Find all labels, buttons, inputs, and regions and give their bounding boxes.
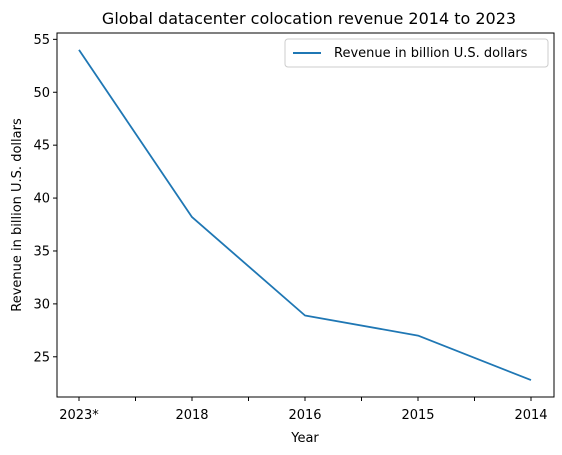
x-tick-label: 2023* <box>59 408 99 423</box>
x-tick-label: 2015 <box>401 408 434 423</box>
y-tick-label: 45 <box>33 139 50 154</box>
legend-label: Revenue in billion U.S. dollars <box>334 46 528 61</box>
legend: Revenue in billion U.S. dollars <box>284 38 549 68</box>
series-layer <box>78 49 532 381</box>
plot-area <box>56 32 555 398</box>
y-tick-label: 55 <box>33 33 50 48</box>
x-tick-label: 2016 <box>288 408 321 423</box>
x-axis-label: Year <box>290 431 319 446</box>
y-tick-label: 25 <box>33 350 50 365</box>
y-tick-label: 40 <box>33 192 50 207</box>
x-tick-label: 2014 <box>514 408 547 423</box>
legend-box <box>284 38 549 68</box>
y-tick-label: 35 <box>33 244 50 259</box>
series-line <box>78 49 532 381</box>
x-axis: 2023* 2018 2016 2015 2014 <box>59 397 548 423</box>
chart-title: Global datacenter colocation revenue 201… <box>102 9 516 28</box>
y-axis-label: Revenue in billion U.S. dollars <box>10 118 25 312</box>
y-tick-label: 50 <box>33 86 50 101</box>
y-tick-label: 30 <box>33 297 50 312</box>
y-axis: 25 30 35 40 45 50 55 <box>33 33 57 365</box>
x-tick-label: 2018 <box>175 408 208 423</box>
